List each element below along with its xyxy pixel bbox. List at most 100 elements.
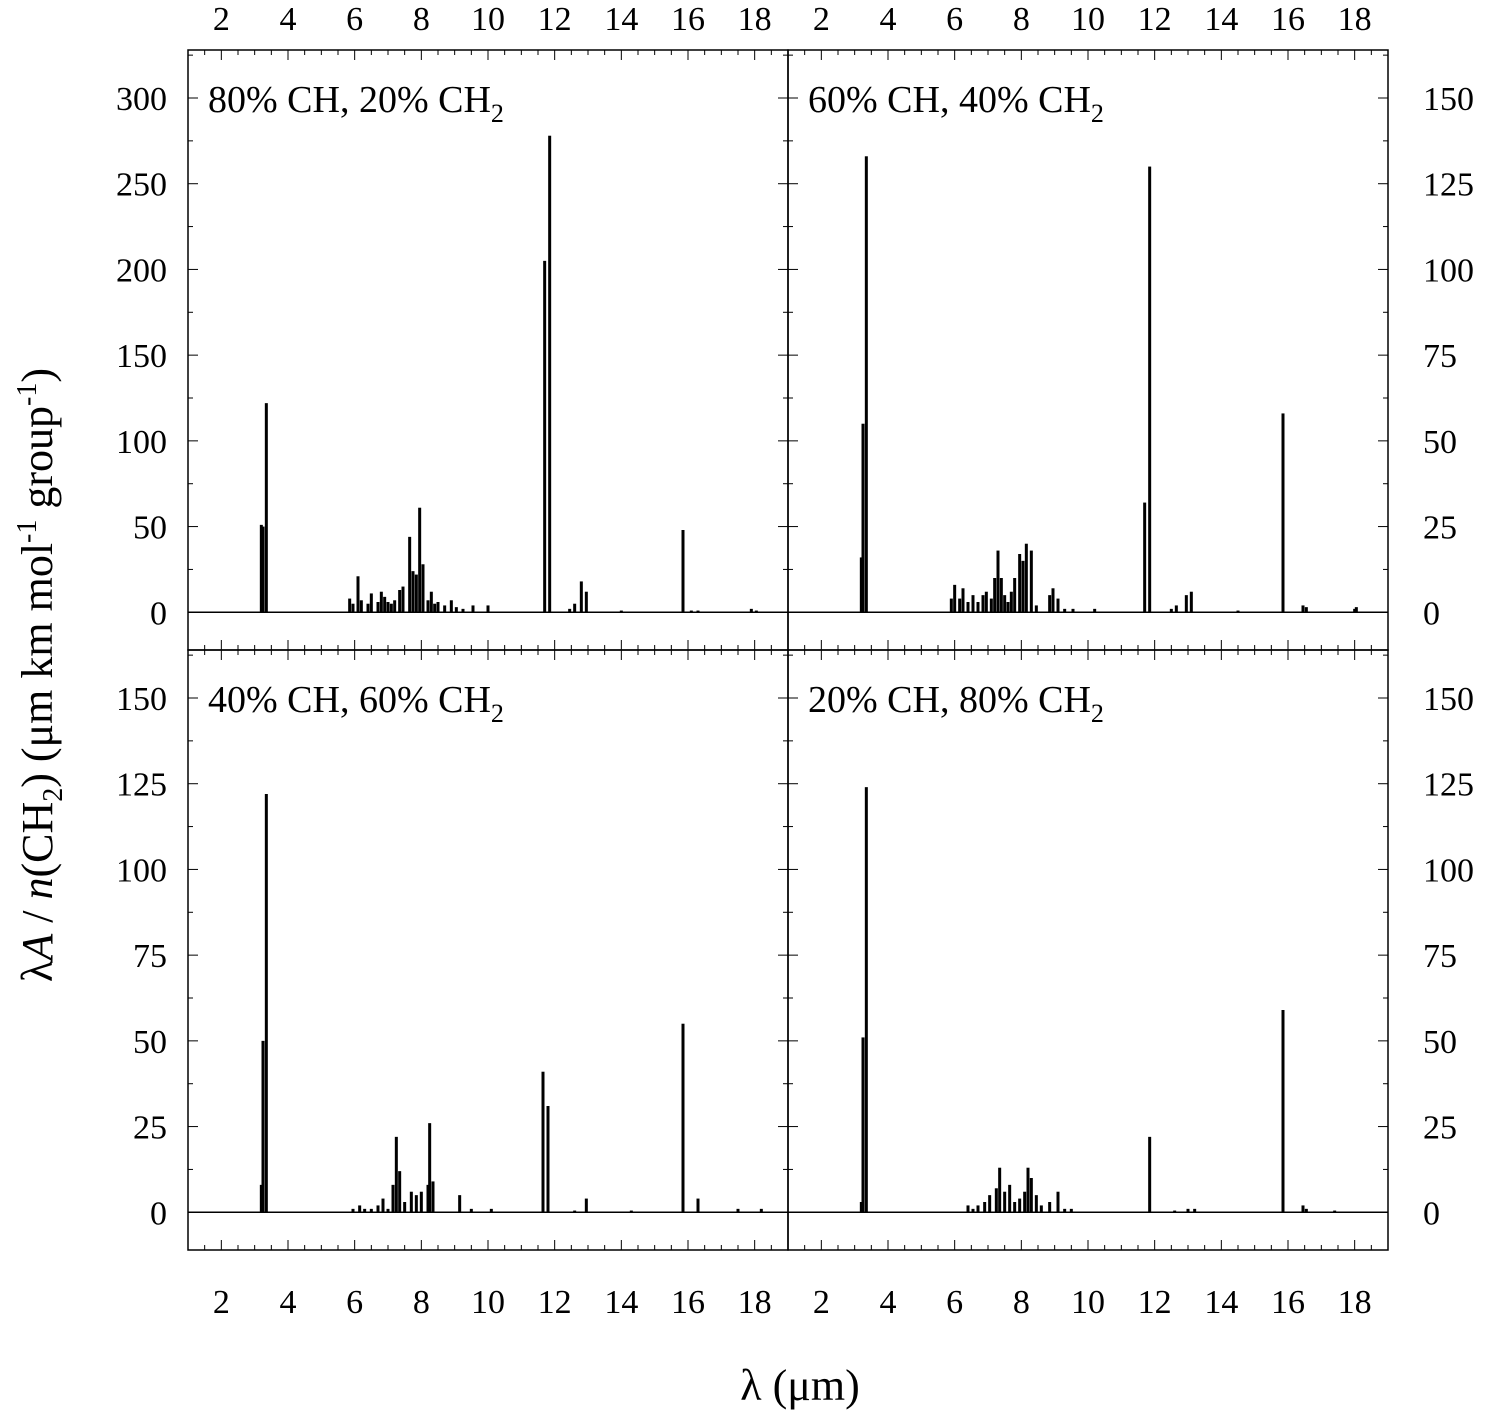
spectral-bar (1063, 608, 1067, 613)
spectral-bar (1056, 1191, 1060, 1213)
spectral-bar (696, 1198, 700, 1213)
y-axis-title-lambda: λ (13, 960, 62, 982)
spectral-bar (393, 600, 397, 613)
x-tick-label-bottom: 2 (813, 1284, 830, 1321)
y-axis-title-ch2-subscript: 2 (38, 788, 69, 802)
spectral-bar (584, 591, 588, 613)
y-axis-title-mol-superscript: -1 (12, 520, 43, 543)
spectral-bar (418, 507, 422, 613)
spectral-bar (1148, 166, 1152, 613)
spectral-bar (998, 1167, 1002, 1213)
x-tick-label-top: 8 (413, 1, 430, 38)
spectral-bar (1281, 413, 1285, 613)
spectral-bar (489, 1208, 493, 1213)
spectral-bar (411, 571, 415, 613)
spectral-bar (369, 593, 373, 613)
x-axis-title: λ (μm) (740, 1361, 859, 1410)
spectral-bar (461, 608, 465, 613)
x-tick-label-bottom: 8 (413, 1284, 430, 1321)
x-tick-label-top: 10 (1071, 1, 1105, 38)
spectral-bar (443, 605, 447, 613)
x-tick-label-bottom: 2 (213, 1284, 230, 1321)
spectral-bar (1069, 1208, 1073, 1213)
spectral-bar (1034, 605, 1038, 613)
x-tick-label-top: 6 (946, 1, 963, 38)
spectral-bar (383, 596, 387, 613)
spectral-bar (1193, 1208, 1197, 1213)
spectral-bar (543, 260, 547, 613)
y-tick-label: 100 (1423, 252, 1474, 289)
spectral-bar (363, 1208, 367, 1213)
x-tick-label-top: 14 (1204, 1, 1238, 38)
spectral-bar (993, 578, 997, 613)
spectral-bar (1304, 607, 1308, 613)
panel-label-text: 40% CH, 60% CH (208, 679, 491, 721)
spectral-bar (414, 574, 418, 613)
spectral-bar (1013, 578, 1017, 613)
y-tick-label: 75 (133, 938, 167, 975)
x-tick-label-top: 4 (880, 1, 897, 38)
y-tick-label: 50 (133, 510, 167, 547)
spectral-bar (629, 1210, 633, 1213)
spectral-bar (1013, 1202, 1017, 1213)
spectral-bar (486, 605, 490, 613)
spectral-bar (1353, 608, 1357, 613)
y-axis-title-a: A (13, 933, 62, 964)
spectral-bar (996, 550, 1000, 613)
spectral-bar (1063, 1208, 1067, 1213)
spectral-bar (449, 600, 453, 613)
y-tick-label: 150 (116, 338, 167, 375)
spectral-bar (999, 578, 1003, 613)
spectral-bar (408, 536, 412, 613)
spectral-bar (689, 610, 693, 613)
spectral-bar (1003, 595, 1007, 613)
x-tick-label-top: 10 (471, 1, 505, 38)
x-tick-label-bottom: 10 (471, 1284, 505, 1321)
x-tick-label-top: 2 (213, 1, 230, 38)
spectral-bar (754, 610, 758, 613)
spectral-bar (426, 600, 430, 613)
x-tick-label-bottom: 12 (1138, 1284, 1172, 1321)
spectral-bar (971, 1208, 975, 1213)
spectral-bar (859, 557, 863, 613)
x-tick-label-top: 12 (1138, 1, 1172, 38)
x-tick-label-bottom: 18 (738, 1284, 772, 1321)
spectral-bar (469, 1208, 473, 1213)
x-tick-label-top: 4 (280, 1, 297, 38)
spectral-bar (984, 591, 988, 613)
spectral-bar (1169, 608, 1173, 613)
x-tick-label-bottom: 14 (604, 1284, 638, 1321)
spectral-bar (1056, 598, 1060, 613)
spectral-bar (864, 787, 868, 1213)
spectral-bar (1023, 1191, 1027, 1213)
panel-frame-1 (187, 49, 789, 651)
y-tick-label: 25 (1423, 510, 1457, 547)
panel-frame-2 (787, 49, 1389, 651)
panel-label-4: 20% CH, 80% CH2 (808, 679, 1104, 728)
spectral-bar (381, 1198, 385, 1213)
y-tick-label: 100 (116, 852, 167, 889)
spectral-bar (358, 1205, 362, 1213)
spectral-bar (403, 1202, 407, 1213)
spectral-bar (1026, 1167, 1030, 1213)
panel-label-1: 80% CH, 20% CH2 (208, 79, 504, 128)
x-tick-label-bottom: 14 (1204, 1284, 1238, 1321)
spectral-bar (1029, 1178, 1033, 1213)
y-axis-title-group: group (13, 406, 62, 520)
y-tick-label: 300 (116, 81, 167, 118)
y-tick-label: 50 (1423, 424, 1457, 461)
panel-label-text: 80% CH, 20% CH (208, 79, 491, 121)
spectral-bar (981, 595, 985, 613)
y-tick-label: 50 (1423, 1024, 1457, 1061)
spectral-bar (264, 403, 268, 613)
spectral-bar (1048, 595, 1052, 613)
spectral-bar (1024, 543, 1028, 613)
spectral-bar (1051, 588, 1055, 613)
bars-layer (188, 135, 1388, 1214)
panel-label-subscript: 2 (1091, 99, 1104, 128)
spectral-bar (958, 598, 962, 613)
spectral-bar (1189, 591, 1193, 613)
x-tick-label-bottom: 6 (346, 1284, 363, 1321)
spectral-bar (619, 610, 623, 613)
